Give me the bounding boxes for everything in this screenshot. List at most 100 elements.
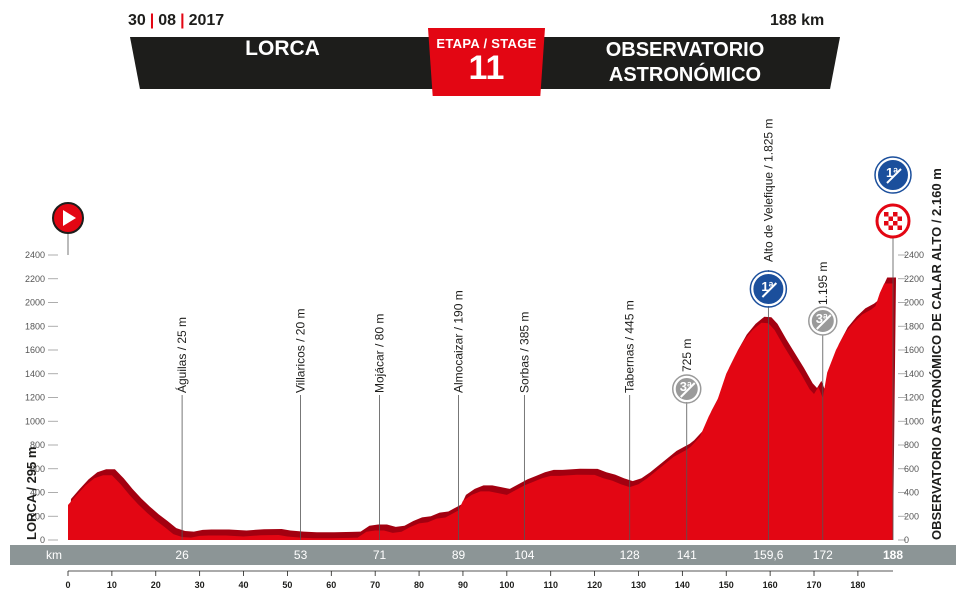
- finish-city: OBSERVATORIO ASTRONÓMICO DE CALAR ALTO: [545, 38, 825, 113]
- finish-flag-check: [893, 221, 898, 226]
- y-tick-label-right: 400: [904, 488, 919, 498]
- km-marker: 159,6: [753, 548, 783, 562]
- start-icon: [52, 202, 84, 234]
- y-tick-label-left: 2400: [25, 250, 45, 260]
- x-tick-label: 80: [414, 580, 424, 590]
- x-tick-label: 10: [107, 580, 117, 590]
- climb-badge-category: 3ª: [816, 311, 828, 326]
- y-tick-label-left: 200: [30, 511, 45, 521]
- x-tick-label: 180: [850, 580, 865, 590]
- y-tick-label-right: 0: [904, 535, 909, 545]
- y-tick-label-right: 2000: [904, 298, 924, 308]
- km-bar: [10, 545, 956, 565]
- climb-category-icon: 3ª: [672, 374, 702, 404]
- y-tick-label-left: 800: [30, 440, 45, 450]
- waypoint-label: Almocaizar / 190 m: [452, 290, 466, 393]
- x-tick-label: 0: [65, 580, 70, 590]
- y-tick-label-right: 2400: [904, 250, 924, 260]
- y-tick-label-right: 600: [904, 464, 919, 474]
- climb-badge-circle: [809, 308, 836, 334]
- y-tick-label-right: 1400: [904, 369, 924, 379]
- finish-flag-check: [897, 225, 902, 230]
- waypoint-label: Tabernas / 445 m: [623, 300, 637, 393]
- x-tick-label: 30: [195, 580, 205, 590]
- finish-flag-check: [884, 212, 889, 217]
- waypoint-label: Alto de Velefique / 1.825 m: [761, 119, 775, 262]
- y-tick-label-right: 200: [904, 511, 919, 521]
- y-tick-label-right: 1000: [904, 416, 924, 426]
- stage-date: 30 | 08 | 2017: [128, 12, 224, 30]
- y-tick-label-right: 1200: [904, 393, 924, 403]
- finish-flag-check: [897, 216, 902, 221]
- waypoint-label: Sorbas / 385 m: [517, 312, 531, 393]
- finish-elevation-label: OBSERVATORIO ASTRONÓMICO DE CALAR ALTO /…: [929, 168, 944, 540]
- x-tick-label: 70: [370, 580, 380, 590]
- x-tick-label: 140: [675, 580, 690, 590]
- finish-line-1: OBSERVATORIO ASTRONÓMICO: [605, 39, 765, 86]
- waypoint-label: 725 m: [680, 339, 694, 372]
- waypoint-label: 1.195 m: [816, 262, 830, 305]
- stage-badge: ETAPA / STAGE 11: [428, 28, 545, 96]
- climb-badge-ring: [672, 374, 702, 404]
- stage-label: ETAPA / STAGE: [436, 36, 537, 51]
- climb-badge-category: 3ª: [680, 379, 692, 394]
- finish-line-2: DE CALAR ALTO: [604, 89, 766, 111]
- climb-badge-category: 1ª: [761, 279, 773, 294]
- x-tick-label: 110: [543, 580, 558, 590]
- x-tick-label: 170: [806, 580, 821, 590]
- climb-badge-ring: [808, 306, 838, 336]
- y-tick-label-left: 1200: [25, 393, 45, 403]
- climb-category-icon: 1ª: [749, 270, 788, 308]
- y-tick-label-right: 1800: [904, 321, 924, 331]
- y-tick-label-left: 600: [30, 464, 45, 474]
- date-separator: |: [180, 12, 185, 29]
- y-tick-label-left: 0: [40, 535, 45, 545]
- date-day: 30: [128, 12, 146, 29]
- climb-badge-circle: [673, 376, 700, 402]
- y-tick-label-left: 2200: [25, 274, 45, 284]
- y-tick-label-right: 800: [904, 440, 919, 450]
- x-tick-label: 90: [458, 580, 468, 590]
- x-tick-label: 50: [282, 580, 292, 590]
- waypoint-label: Águilas / 25 m: [174, 317, 189, 393]
- y-tick-label-left: 2000: [25, 298, 45, 308]
- climb-badge-slash: [680, 382, 696, 398]
- km-marker: 26: [175, 548, 189, 562]
- x-tick-label: 20: [151, 580, 161, 590]
- climb-category-icon: 3ª: [808, 306, 838, 336]
- km-marker: 128: [620, 548, 640, 562]
- x-tick-label: 100: [499, 580, 514, 590]
- start-city: LORCA: [245, 37, 320, 60]
- y-tick-label-left: 1400: [25, 369, 45, 379]
- y-tick-label-left: 1000: [25, 416, 45, 426]
- climb-badge-category: 1ª: [886, 165, 898, 180]
- waypoint-label: Mojácar / 80 m: [373, 314, 387, 393]
- km-marker: 141: [677, 548, 697, 562]
- stage-number: 11: [468, 49, 505, 87]
- km-marker: 71: [373, 548, 387, 562]
- finish-flag-check: [884, 221, 889, 226]
- x-tick-label: 40: [239, 580, 249, 590]
- km-marker: 188: [883, 548, 903, 562]
- start-icon-arrow: [63, 210, 76, 226]
- finish-flag-icon: [875, 203, 911, 239]
- x-tick-label: 160: [763, 580, 778, 590]
- km-marker: 104: [514, 548, 534, 562]
- date-year: 2017: [188, 12, 225, 29]
- climb-category-icon: 1ª: [874, 156, 912, 194]
- climb-badge-slash: [761, 282, 778, 298]
- y-tick-label-left: 400: [30, 488, 45, 498]
- date-month: 08: [158, 12, 177, 29]
- climb-badge-slash: [816, 314, 832, 330]
- stage-distance: 188 km: [770, 12, 825, 29]
- km-bar-label: km: [46, 548, 62, 562]
- climb-badge-ring: [749, 270, 788, 308]
- x-tick-label: 60: [326, 580, 336, 590]
- start-elevation-label: LORCA / 295 m: [24, 447, 39, 540]
- y-tick-label-left: 1600: [25, 345, 45, 355]
- finish-flag-check: [888, 216, 893, 221]
- y-tick-label-left: 1800: [25, 321, 45, 331]
- y-tick-label-right: 1600: [904, 345, 924, 355]
- climb-badge-ring: [874, 156, 912, 194]
